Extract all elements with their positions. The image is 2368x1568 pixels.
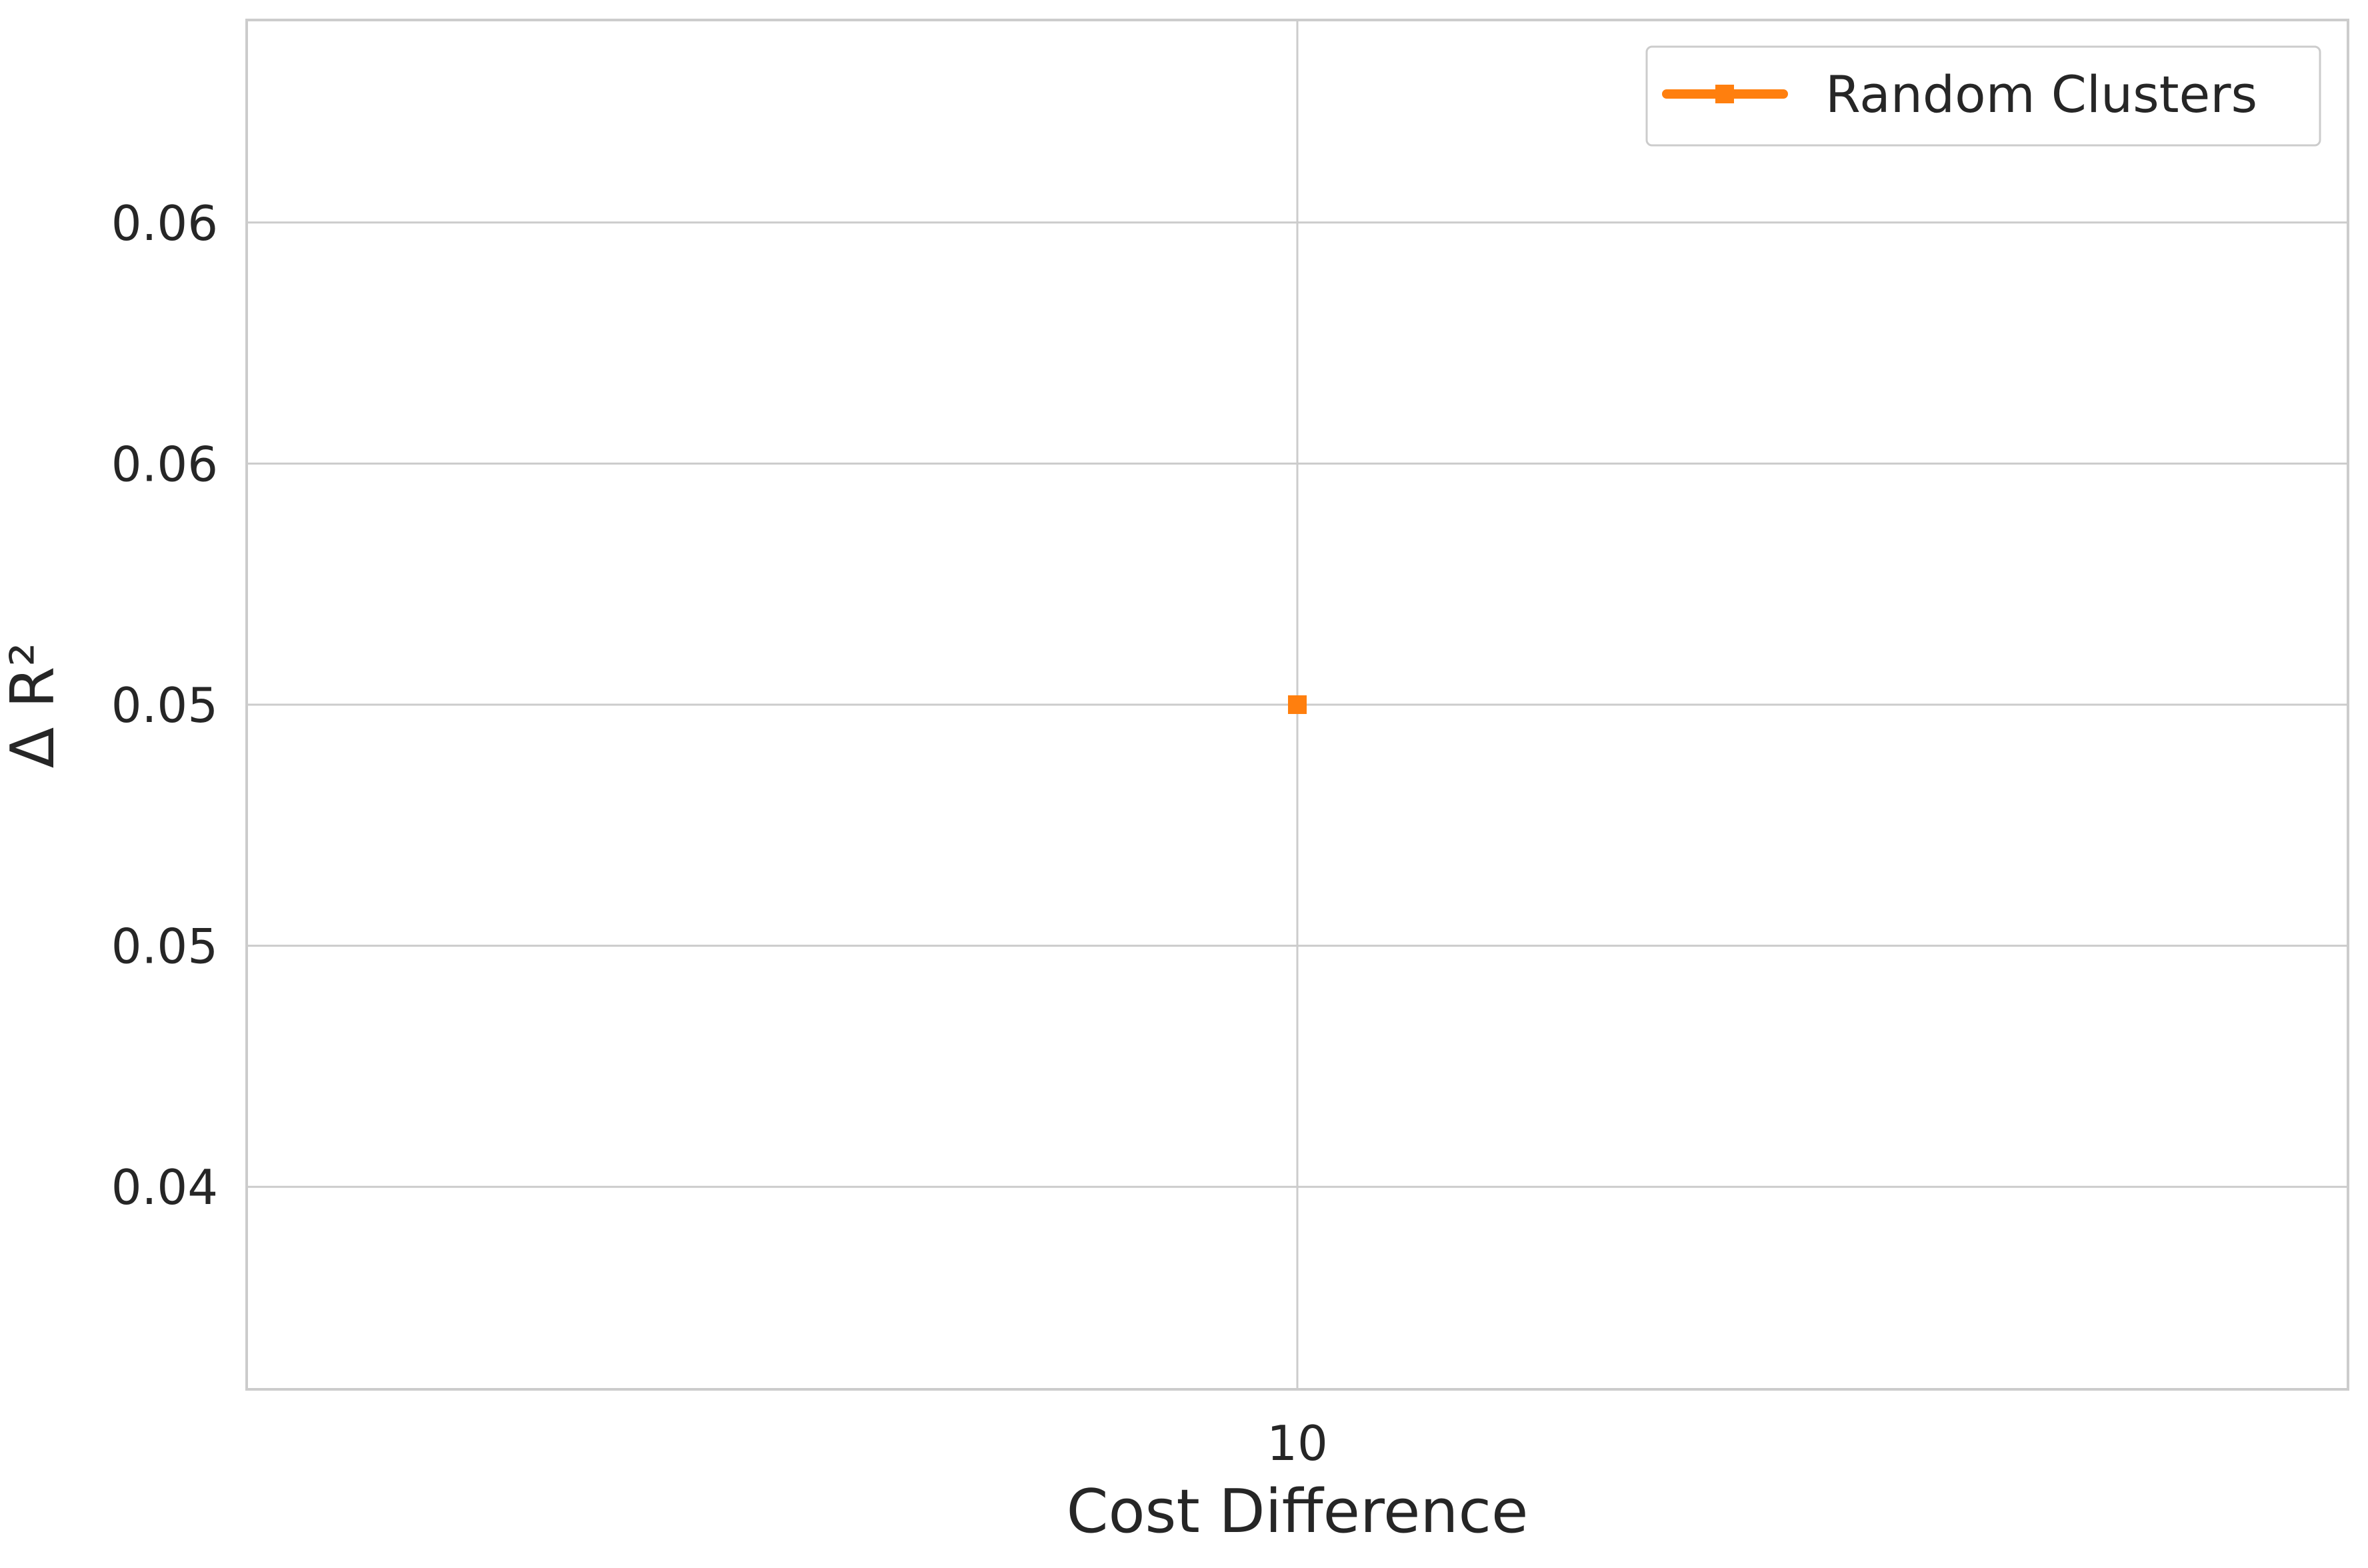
data-point <box>1288 695 1307 714</box>
legend-label-random-clusters: Random Clusters <box>1825 65 2257 124</box>
y-tick-label: 0.05 <box>111 919 218 975</box>
y-tick-label: 0.05 <box>111 677 218 733</box>
legend-marker-random-clusters <box>1715 85 1734 103</box>
y-axis-label: Δ R² <box>0 643 68 769</box>
legend: Random Clusters <box>1645 45 2321 147</box>
x-axis-label: Cost Difference <box>1067 1477 1529 1547</box>
series-layer <box>1288 695 1307 714</box>
x-tick-label: 10 <box>1267 1415 1328 1471</box>
y-tick-label: 0.04 <box>111 1159 218 1215</box>
x-tick-labels: 10 <box>1267 1415 1328 1471</box>
y-tick-label: 0.06 <box>111 195 218 251</box>
y-tick-label: 0.06 <box>111 436 218 492</box>
legend-box <box>1645 45 2321 147</box>
y-tick-labels: 0.04 0.05 0.05 0.06 0.06 <box>111 195 218 1215</box>
plot-frame <box>245 19 2349 1391</box>
